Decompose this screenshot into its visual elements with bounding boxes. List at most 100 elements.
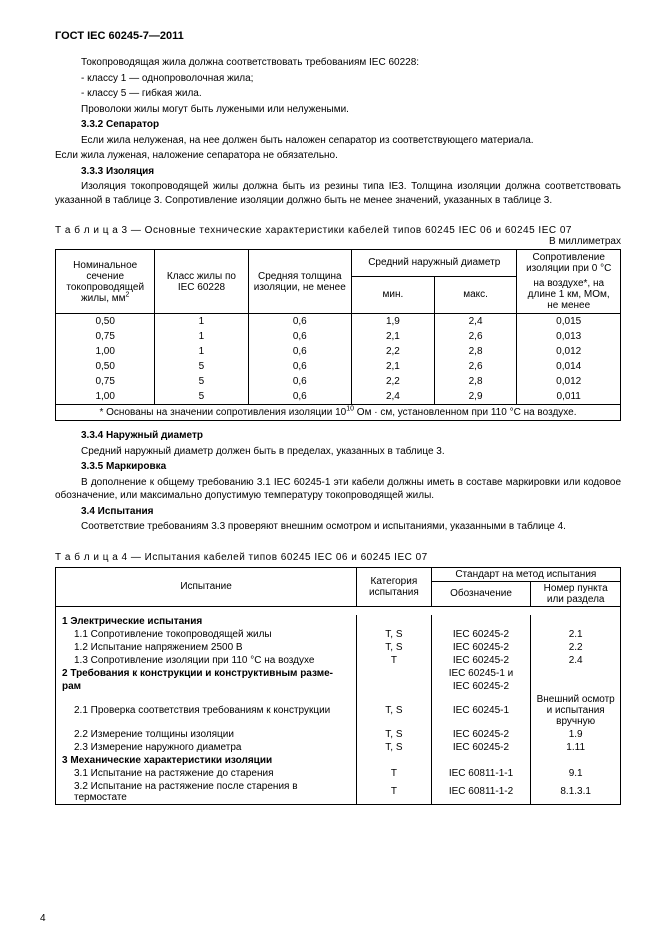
t4-cell: 2.4 bbox=[531, 654, 621, 667]
t4-h1: Испытание bbox=[56, 567, 357, 606]
t3-cell: 0,011 bbox=[517, 389, 621, 405]
t3-cell: 2,1 bbox=[352, 329, 435, 344]
t3-cell: 1 bbox=[155, 314, 248, 330]
t4-cell bbox=[357, 754, 432, 767]
t3-note: * Основаны на значении сопротивления изо… bbox=[56, 405, 621, 421]
t4-cell bbox=[431, 754, 531, 767]
t3-cell: 1,00 bbox=[56, 389, 155, 405]
t3-cell: 0,6 bbox=[248, 329, 352, 344]
t3-cell: 2,4 bbox=[352, 389, 435, 405]
t4-cell: T, S bbox=[357, 641, 432, 654]
t3-cell: 0,6 bbox=[248, 359, 352, 374]
page-number: 4 bbox=[40, 913, 46, 924]
t3-h1: Номинальное сечение токопроводящей жилы,… bbox=[56, 250, 155, 314]
table3-units: В миллиметрах bbox=[55, 236, 621, 247]
t4-cell: 3.1 Испытание на растяжение до старения bbox=[56, 767, 357, 780]
t3-cell: 1,00 bbox=[56, 344, 155, 359]
t4-cell bbox=[531, 754, 621, 767]
para: Если жила луженая, наложение сепаратора … bbox=[55, 149, 621, 163]
para: Средний наружный диаметр должен быть в п… bbox=[55, 445, 621, 459]
t3-cell: 0,014 bbox=[517, 359, 621, 374]
t4-cell: 2.2 bbox=[531, 641, 621, 654]
t3-cell: 0,6 bbox=[248, 389, 352, 405]
t4-cell: IEC 60245-2 bbox=[431, 680, 531, 693]
t3-cell: 5 bbox=[155, 389, 248, 405]
t3-cell: 0,012 bbox=[517, 344, 621, 359]
t4-cell: 1.2 Испытание напряжением 2500 В bbox=[56, 641, 357, 654]
t3-h2: Класс жилы по IEC 60228 bbox=[155, 250, 248, 314]
para: Токопроводящая жила должна соответствова… bbox=[55, 56, 621, 70]
t4-cell: рам bbox=[56, 680, 357, 693]
t3-cell: 2,6 bbox=[434, 359, 517, 374]
para: Изоляция токопроводящей жилы должна быть… bbox=[55, 180, 621, 207]
t4-cell: 2.1 Проверка соответствия требованиям к … bbox=[56, 693, 357, 728]
t4-cell: Внешний осмотр и испытания вручную bbox=[531, 693, 621, 728]
t3-cell: 0,015 bbox=[517, 314, 621, 330]
t4-h34: Стандарт на метод испытания bbox=[431, 567, 620, 581]
t4-cell: IEC 60245-2 bbox=[431, 654, 531, 667]
t4-cell: 1 Электрические испытания bbox=[56, 615, 357, 628]
t4-cell: T, S bbox=[357, 693, 432, 728]
table4: Испытание Категория испытания Стандарт н… bbox=[55, 567, 621, 805]
t3-cell: 0,6 bbox=[248, 374, 352, 389]
table3-caption: Т а б л и ц а 3 — Основные технические х… bbox=[55, 225, 621, 236]
para: Проволоки жилы могут быть лужеными или н… bbox=[55, 103, 621, 117]
t3-cell: 5 bbox=[155, 359, 248, 374]
para: - классу 5 — гибкая жила. bbox=[55, 87, 621, 101]
t4-cell: IEC 60811-1-2 bbox=[431, 780, 531, 805]
t3-cell: 5 bbox=[155, 374, 248, 389]
t4-cell: IEC 60245-2 bbox=[431, 728, 531, 741]
t4-cell: IEC 60245-2 bbox=[431, 641, 531, 654]
t4-h4: Номер пункта или раздела bbox=[531, 581, 621, 606]
t3-cell: 0,012 bbox=[517, 374, 621, 389]
t3-h45: Средний наружный диаметр bbox=[352, 250, 517, 277]
t3-h4: мин. bbox=[352, 276, 435, 314]
t4-cell: T, S bbox=[357, 628, 432, 641]
t3-h6b: на воздухе*, на длине 1 км, МОм, не мене… bbox=[517, 276, 621, 314]
t3-cell: 0,75 bbox=[56, 329, 155, 344]
t4-cell: IEC 60245-1 bbox=[431, 693, 531, 728]
t3-cell: 2,1 bbox=[352, 359, 435, 374]
t4-cell bbox=[357, 615, 432, 628]
t4-cell: IEC 60811-1-1 bbox=[431, 767, 531, 780]
para: Если жила нелуженая, на нее должен быть … bbox=[55, 134, 621, 148]
t4-cell bbox=[531, 615, 621, 628]
t3-cell: 1,9 bbox=[352, 314, 435, 330]
t3-h6a: Сопротивление изоляции при 0 °С bbox=[517, 250, 621, 277]
t3-cell: 2,2 bbox=[352, 344, 435, 359]
t4-cell: 1.9 bbox=[531, 728, 621, 741]
t4-cell: 2.3 Измерение наружного диаметра bbox=[56, 741, 357, 754]
t3-cell: 2,6 bbox=[434, 329, 517, 344]
t4-cell: 9.1 bbox=[531, 767, 621, 780]
t3-cell: 0,6 bbox=[248, 314, 352, 330]
t3-cell: 1 bbox=[155, 329, 248, 344]
t4-cell: 2.2 Измерение толщины изоляции bbox=[56, 728, 357, 741]
t3-cell: 0,50 bbox=[56, 314, 155, 330]
t4-h2: Категория испытания bbox=[357, 567, 432, 606]
t3-cell: 2,8 bbox=[434, 344, 517, 359]
t4-cell bbox=[431, 615, 531, 628]
t4-cell: T, S bbox=[357, 741, 432, 754]
t4-cell: T bbox=[357, 780, 432, 805]
para: Соответствие требованиям 3.3 проверяют в… bbox=[55, 520, 621, 534]
t4-cell: 8.1.3.1 bbox=[531, 780, 621, 805]
subheading-335: 3.3.5 Маркировка bbox=[55, 460, 621, 474]
t4-cell: 3 Механические характеристики изоляции bbox=[56, 754, 357, 767]
t4-cell: T, S bbox=[357, 728, 432, 741]
t4-cell: IEC 60245-1 и bbox=[431, 667, 531, 680]
t4-cell: 2.1 bbox=[531, 628, 621, 641]
t4-cell: 3.2 Испытание на растяжение после старен… bbox=[56, 780, 357, 805]
t4-cell: 2 Требования к конструкции и конструктив… bbox=[56, 667, 357, 680]
subheading-34: 3.4 Испытания bbox=[55, 505, 621, 519]
doc-header: ГОСТ IEC 60245-7—2011 bbox=[55, 30, 621, 42]
t3-cell: 0,6 bbox=[248, 344, 352, 359]
t4-cell bbox=[531, 667, 621, 680]
t4-cell: IEC 60245-2 bbox=[431, 628, 531, 641]
t3-h5: макс. bbox=[434, 276, 517, 314]
t4-cell: T bbox=[357, 767, 432, 780]
t4-cell: 1.1 Сопротивление токопроводящей жилы bbox=[56, 628, 357, 641]
para: - классу 1 — однопроволочная жила; bbox=[55, 72, 621, 86]
t4-cell bbox=[531, 680, 621, 693]
t3-h3: Средняя толщина изоляции, не менее bbox=[248, 250, 352, 314]
para: В дополнение к общему требованию 3.1 IEC… bbox=[55, 476, 621, 503]
